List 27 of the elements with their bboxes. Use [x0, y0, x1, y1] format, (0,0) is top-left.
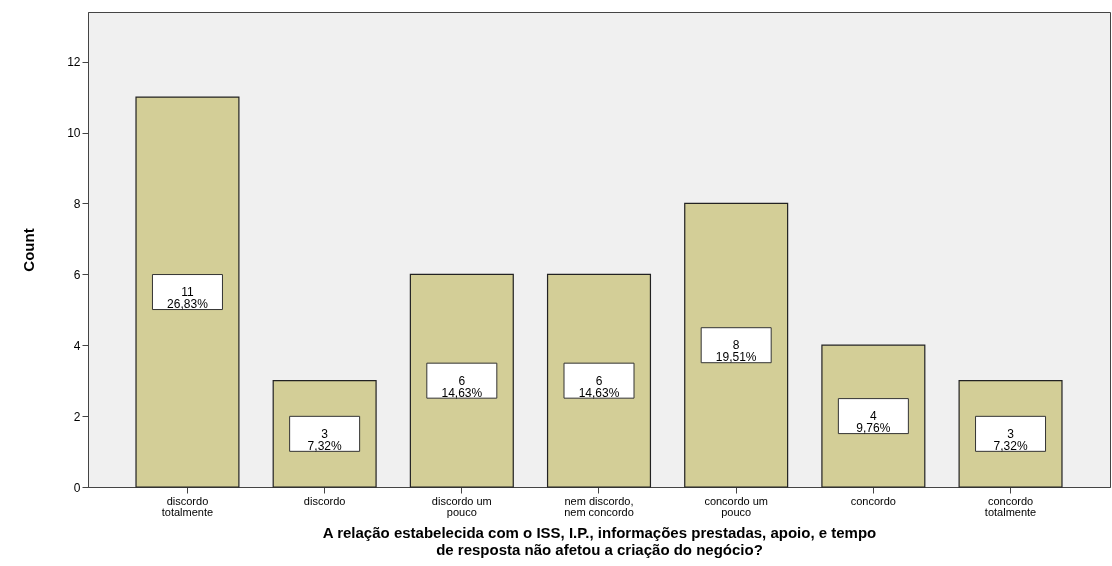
y-axis-title: Count [20, 228, 38, 272]
bar [409, 273, 514, 488]
y-tick-label: 8 [73, 196, 81, 211]
y-tick-label: 2 [73, 409, 81, 424]
bar [135, 96, 240, 488]
data-label: 3 7,32% [993, 426, 1028, 453]
y-tick-label: 12 [67, 55, 81, 70]
data-label: 8 19,51% [715, 338, 757, 365]
x-tick-label: concordo totalmente [984, 494, 1037, 518]
x-tick-label: concordo [850, 494, 896, 507]
x-tick-label: discordo um pouco [431, 494, 492, 518]
y-tick-label: 4 [73, 338, 81, 353]
bar [684, 202, 789, 488]
data-label: 4 9,76% [856, 409, 891, 436]
data-label: 11 26,83% [167, 285, 209, 312]
y-tick-label: 0 [73, 480, 81, 495]
data-label: 6 14,63% [441, 373, 483, 400]
y-tick-label: 6 [73, 267, 81, 282]
bar [546, 273, 652, 488]
x-tick-label: concordo um pouco [704, 494, 768, 518]
x-tick-label: discordo [303, 494, 346, 507]
x-tick-label: nem discordo, nem concordo [564, 494, 634, 518]
data-label: 3 7,32% [307, 426, 342, 453]
x-tick-label: discordo totalmente [161, 494, 214, 518]
x-axis-title: A relação estabelecida com o ISS, I.P., informações prestadas, apoio, e tempo de resposta não afetou a criação do negócio? [322, 523, 877, 558]
data-label: 6 14,63% [578, 373, 620, 400]
y-tick-label: 10 [67, 126, 81, 141]
